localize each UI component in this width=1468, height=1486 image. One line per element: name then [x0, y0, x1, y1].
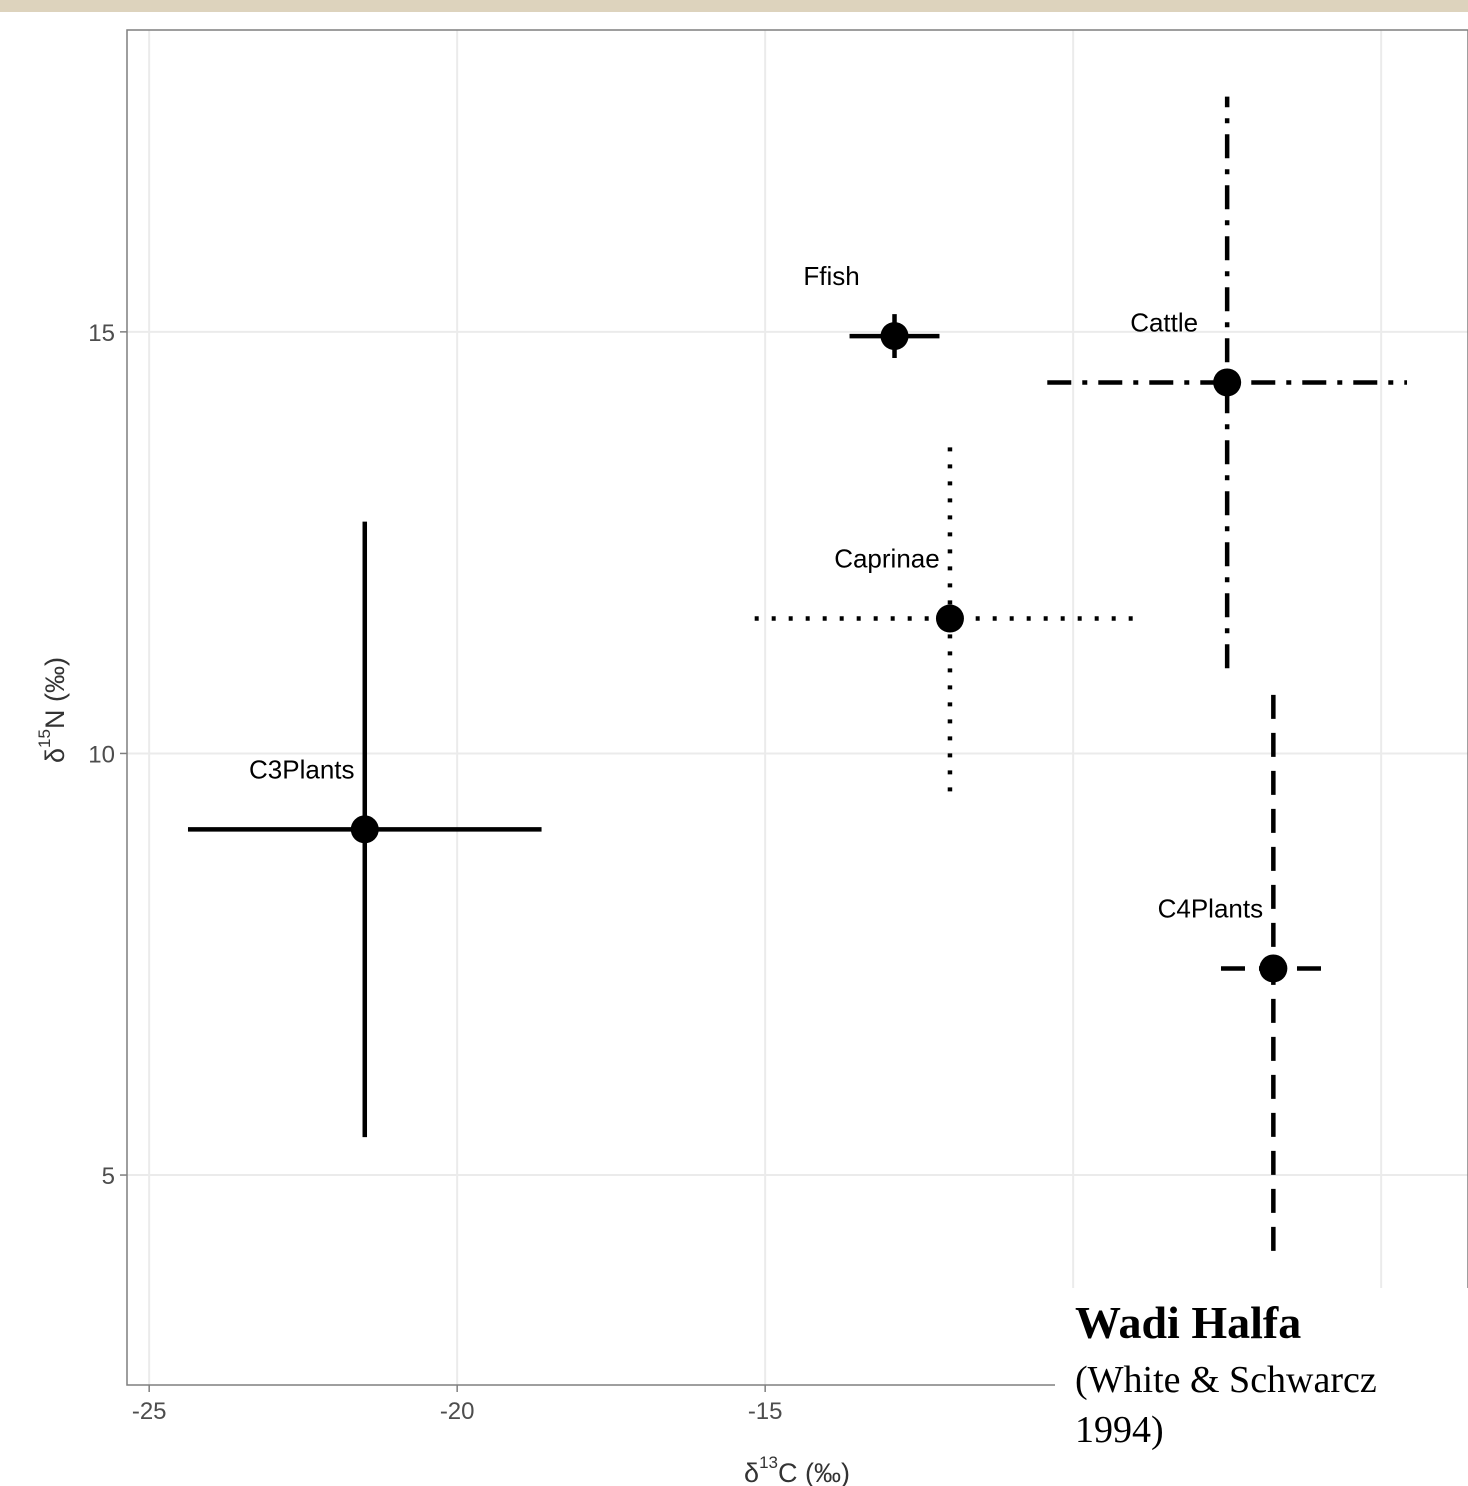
annotation-box — [1055, 1288, 1468, 1486]
y-tick-label: 15 — [88, 320, 115, 347]
x-tick-label: -15 — [748, 1398, 783, 1425]
x-label-sup: 13 — [759, 1453, 778, 1472]
point — [350, 815, 379, 844]
x-axis-label: δ13C (‰) — [744, 1453, 850, 1486]
point-label: Cattle — [1130, 307, 1198, 337]
point — [935, 604, 964, 633]
point-label: Caprinae — [834, 544, 940, 574]
y-label-rest: N (‰) — [40, 657, 70, 729]
point — [1259, 954, 1288, 983]
x-tick-label: -25 — [132, 1398, 167, 1425]
point — [1213, 368, 1242, 397]
point-label: C3Plants — [249, 754, 355, 784]
plot-border — [126, 29, 1468, 1386]
labels: C3Plants Ffish Caprinae Cattle C4Plants — [249, 261, 1263, 923]
x-tick-label: -20 — [440, 1398, 475, 1425]
x-label-rest: C (‰) — [778, 1458, 850, 1486]
annotation-title: Wadi Halfa — [1075, 1297, 1301, 1348]
point — [880, 322, 909, 351]
point-label: Ffish — [803, 261, 859, 291]
top-band — [0, 0, 1468, 12]
x-label-symbol: δ — [744, 1458, 759, 1486]
y-tick-label: 5 — [102, 1163, 115, 1190]
y-label-sup: 15 — [35, 729, 54, 748]
y-label-symbol: δ — [40, 748, 70, 763]
annotation-line: (White & Schwarcz — [1075, 1359, 1377, 1401]
marks — [187, 96, 1408, 1251]
y-axis-label: δ15N (‰) — [35, 657, 70, 763]
annotation-line: 1994) — [1075, 1409, 1164, 1451]
point-label: C4Plants — [1158, 893, 1264, 923]
y-tick-label: 10 — [88, 741, 115, 768]
